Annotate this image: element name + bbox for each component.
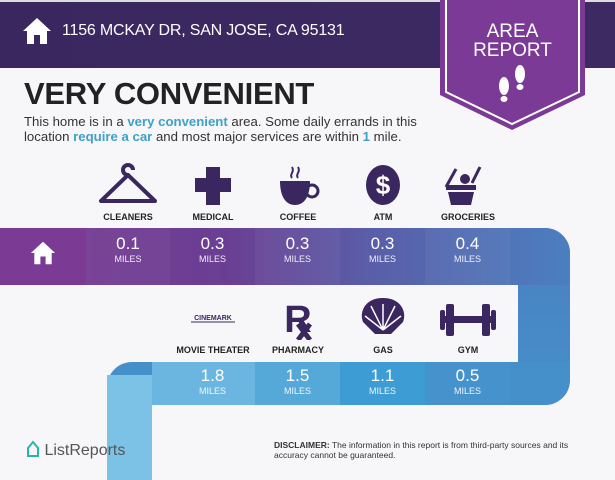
description: This home is in a very convenient area. … [24,114,417,144]
dumbbell-icon [440,304,496,336]
coffee-cup-icon [280,166,320,205]
category-label: MOVIE THEATER [176,345,250,355]
dollar-icon: $ [366,165,400,205]
distance-cell: 0.3 MILES [255,228,340,285]
distance-cell: 1.1 MILES [340,362,425,405]
top-route-row [0,228,570,285]
distance-cell: 0.4 MILES [425,228,510,285]
hanger-icon [99,163,157,203]
content-area [0,285,518,362]
page-title: VERY CONVENIENT [24,76,315,111]
content-area [152,405,572,480]
badge-title: AREA REPORT [473,21,552,61]
distance-cell: 0.5 MILES [425,362,510,405]
cinemark-logo-icon: CINEMARK [191,315,235,323]
disclaimer: DISCLAIMER: The information in this repo… [274,440,569,460]
category-label: GYM [457,345,479,355]
category-label: PHARMACY [271,345,324,355]
house-icon [30,241,56,265]
shell-icon [361,298,405,334]
distance-cell: 0.3 MILES [198,234,226,265]
distance-cell: 1.8 MILES [152,362,255,405]
svg-text:$: $ [376,170,391,200]
basket-icon [444,166,482,205]
footprints-icon [499,65,525,102]
category-label: GAS [373,345,393,355]
category-label: MEDICAL [192,212,234,222]
rx-icon: R [284,299,312,340]
home-cell [0,228,86,285]
category-label: COFFEE [279,212,317,222]
distance-cell: 0.1 MILES [86,228,170,285]
route-path [107,375,152,480]
category-label: ATM [373,212,393,222]
medical-cross-icon [195,167,231,205]
area-report-badge [440,0,585,130]
listreports-logo-icon [27,440,39,457]
address: 1156 MCKAY DR, SAN JOSE, CA 95131 [62,22,345,39]
distance-cell: 0.3 MILES [368,234,396,265]
category-label: GROCERIES [440,212,495,222]
svg-text:CINEMARK: CINEMARK [194,315,232,322]
category-label: CLEANERS [103,212,153,222]
distance-cell: 1.5 MILES [255,362,340,405]
listreports-logo: ListReports [26,440,125,460]
house-icon [23,18,51,44]
